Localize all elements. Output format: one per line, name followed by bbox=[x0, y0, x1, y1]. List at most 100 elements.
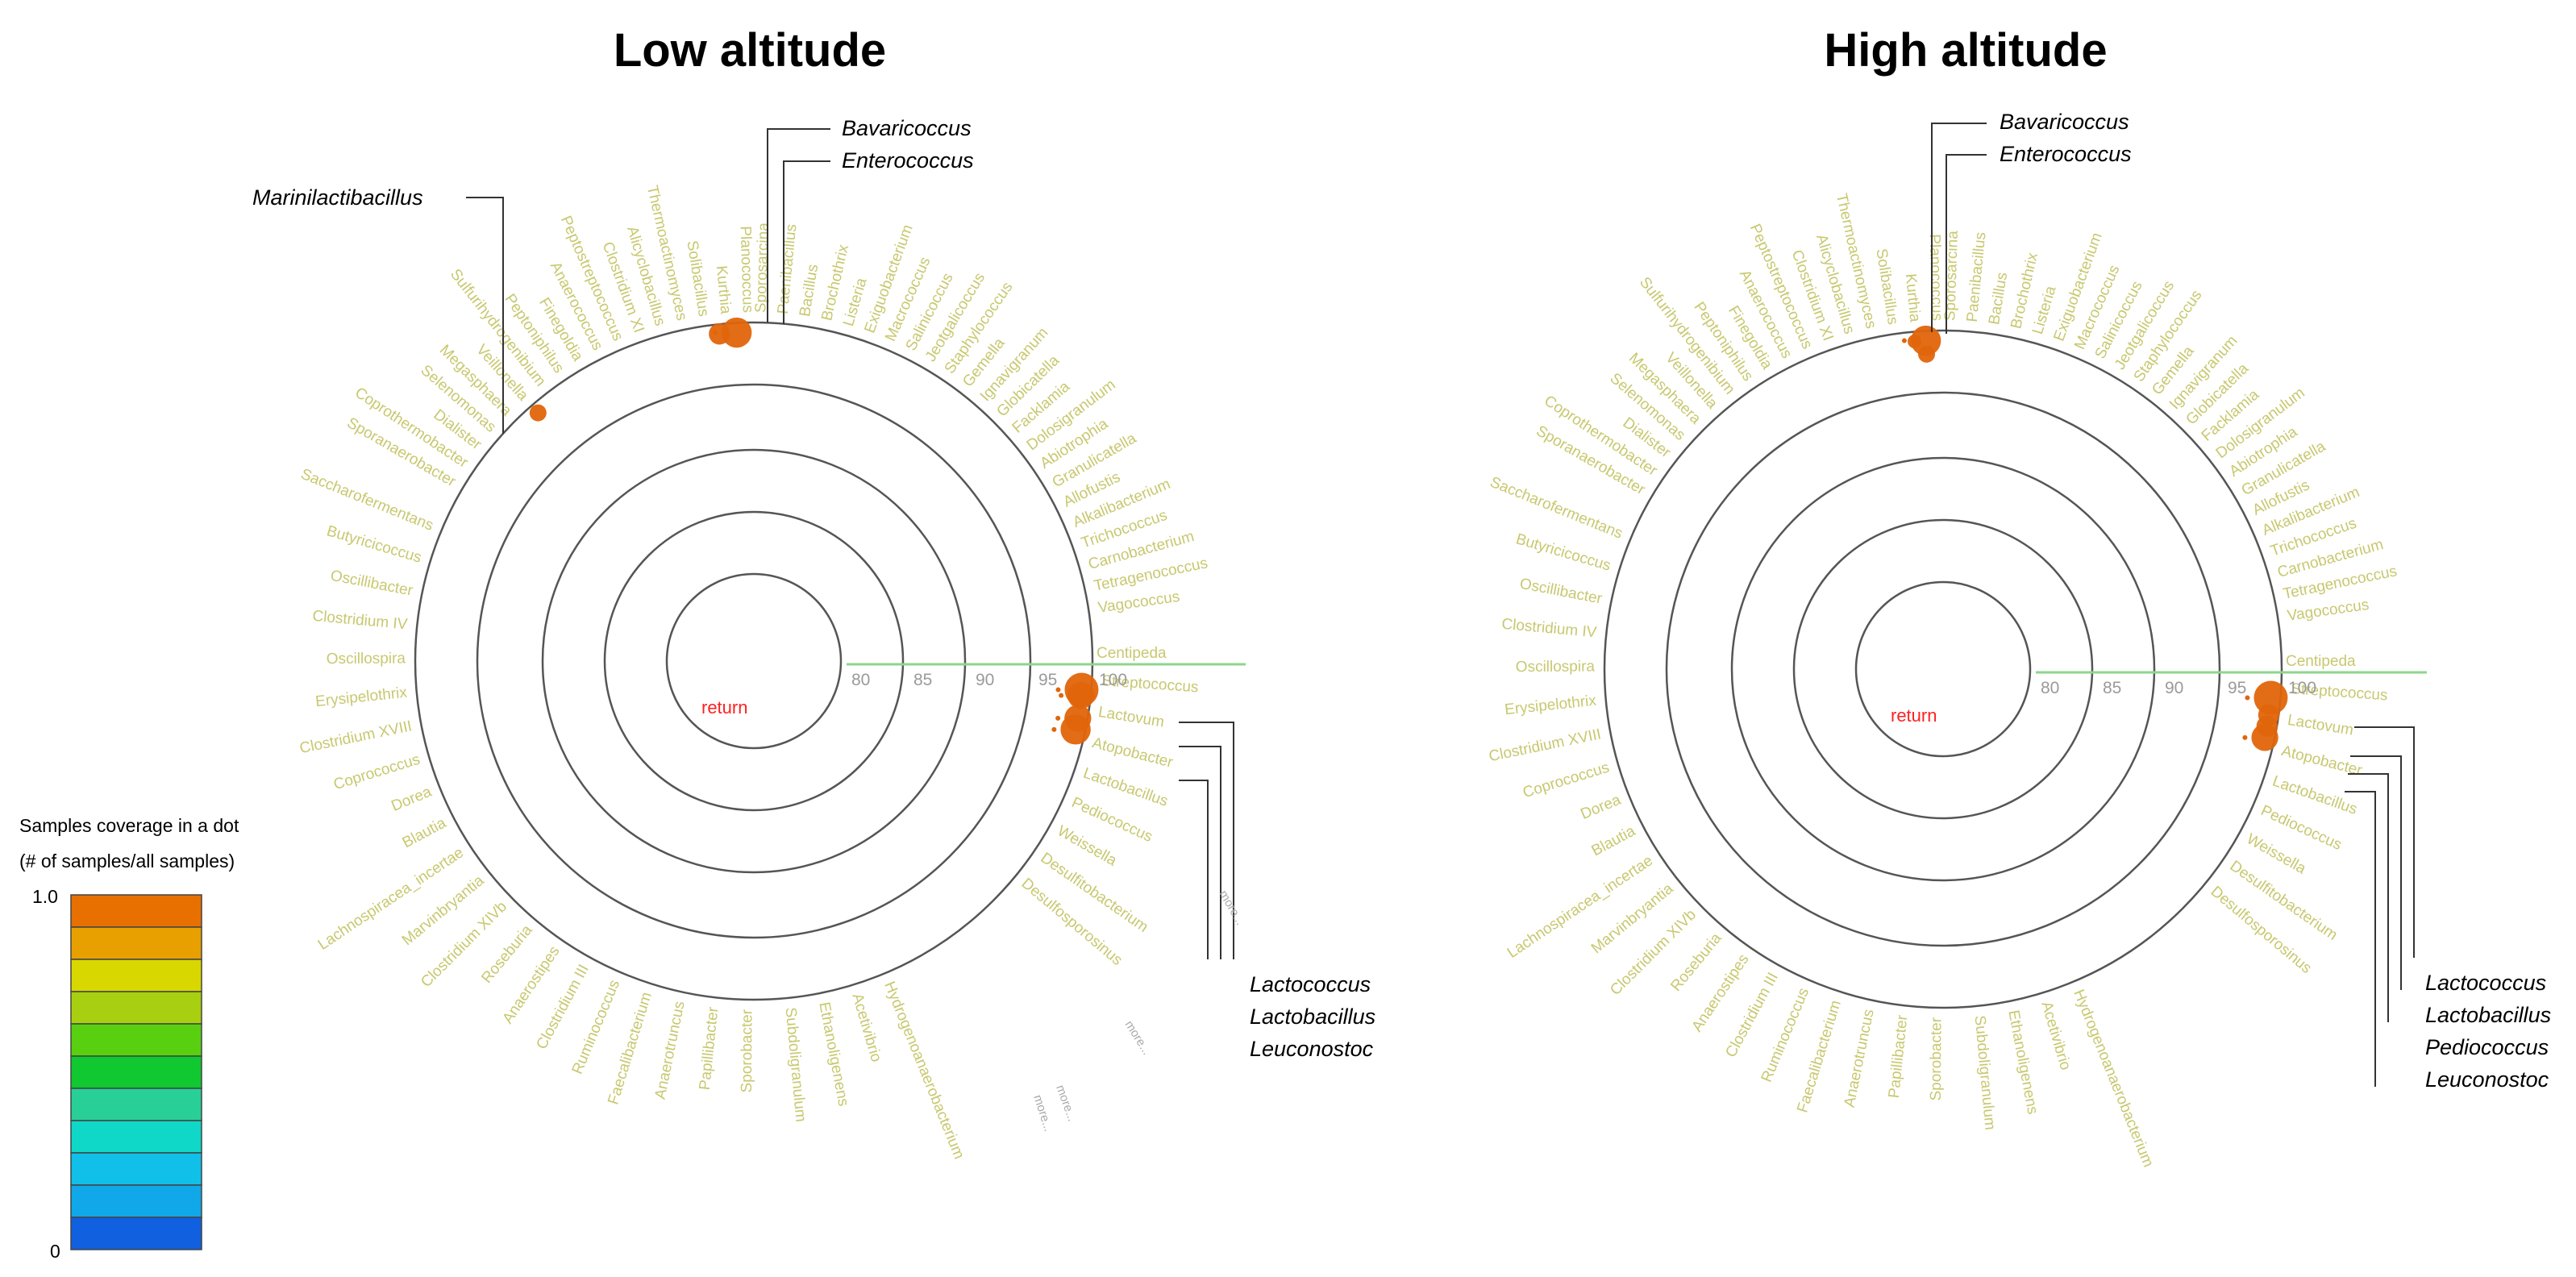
legend-swatch bbox=[70, 1120, 202, 1154]
annotation-lactobacillus-low: Lactobacillus bbox=[1250, 1005, 1375, 1029]
taxon-label: Atopobacter bbox=[1090, 734, 1175, 772]
taxon-label: Clostridium XVIII bbox=[298, 718, 414, 757]
ring-tick-label: 95 bbox=[2228, 679, 2246, 697]
taxon-label: Paenibacillus bbox=[1964, 231, 1990, 322]
legend-color-scale bbox=[70, 894, 202, 1250]
legend-bottom-label: 0 bbox=[50, 1241, 60, 1262]
leader-line bbox=[2345, 791, 2376, 1087]
annotation-lactococcus-low: Lactococcus bbox=[1250, 972, 1371, 996]
coverage-legend: Samples coverage in a dot (# of samples/… bbox=[19, 815, 239, 1262]
radial-chart-high-altitude: VagococcusTetragenococcusCarnobacteriumT… bbox=[1488, 192, 2427, 1170]
taxon-label: Paenibacillus bbox=[775, 223, 801, 314]
dot-bavaricoccus bbox=[709, 323, 730, 345]
taxon-label: Sporosarcina bbox=[752, 222, 772, 313]
dot-enterococcus bbox=[1910, 325, 1941, 356]
more-label: more... bbox=[1053, 1084, 1079, 1124]
dot-satellite bbox=[1059, 693, 1064, 698]
taxon-label: Butyricicoccus bbox=[325, 522, 423, 566]
more-label: more... bbox=[1030, 1093, 1055, 1133]
dot-satellite bbox=[1901, 338, 1907, 343]
leader-line bbox=[767, 128, 830, 322]
ring-tick-label: 95 bbox=[1038, 671, 1057, 689]
taxon-label: Desulfitobacterium bbox=[2227, 858, 2341, 944]
taxon-label: Bacillus bbox=[1986, 271, 2011, 326]
ring-tick-label: 100 bbox=[2288, 679, 2316, 697]
dot-marinilactibacillus bbox=[529, 404, 547, 422]
leader-line bbox=[1931, 123, 1987, 332]
ring-tick-label: 90 bbox=[976, 671, 994, 689]
leader-line bbox=[2350, 755, 2402, 990]
taxon-label: Oscillibacter bbox=[329, 568, 414, 600]
taxon-label: Desulfosporosinus bbox=[2208, 883, 2315, 977]
taxon-label: Hydrogenoanaerobacterium bbox=[2070, 988, 2157, 1170]
ring-circle bbox=[1854, 580, 2032, 758]
dot-satellite bbox=[1055, 687, 1061, 693]
ring-circle bbox=[476, 383, 1032, 939]
legend-swatch bbox=[70, 1217, 202, 1250]
taxon-label: Anaerotruncus bbox=[1841, 1008, 1878, 1109]
legend-swatch bbox=[70, 1055, 202, 1089]
leader-line bbox=[1179, 780, 1209, 959]
taxon-label: Hydrogenoanaerobacterium bbox=[880, 980, 968, 1162]
dot-satellite bbox=[2242, 734, 2248, 740]
taxon-label: Planococcus bbox=[737, 226, 756, 313]
axis-end-label: Centipeda bbox=[1097, 645, 1167, 662]
ring-circle bbox=[1603, 329, 2283, 1009]
annotation-lactobacillus-high: Lactobacillus bbox=[2425, 1003, 2551, 1027]
dot-bavaricoccus bbox=[1918, 345, 1936, 363]
ring-tick-label: 85 bbox=[2103, 679, 2121, 697]
taxon-label: Acetivibrio bbox=[2037, 1000, 2074, 1072]
taxon-label: Saccharofermentans bbox=[1488, 474, 1625, 543]
ring-tick-label: 80 bbox=[851, 671, 870, 689]
leader-line bbox=[1179, 722, 1234, 959]
annotation-enterococcus-low: Enterococcus bbox=[842, 148, 974, 173]
taxon-label: Desulfitobacterium bbox=[1038, 850, 1151, 936]
taxon-label: Coprococcus bbox=[331, 751, 422, 794]
ring-circle bbox=[665, 572, 843, 750]
annotation-leuconostoc-low: Leuconostoc bbox=[1250, 1037, 1374, 1061]
taxon-label: Blautia bbox=[1589, 822, 1638, 859]
taxon-label: Kurthia bbox=[713, 264, 735, 314]
taxon-label: Kurthia bbox=[1902, 272, 1924, 322]
annotations-high: Bavaricoccus Enterococcus Lactococcus La… bbox=[1931, 110, 2551, 1092]
legend-swatch bbox=[70, 1152, 202, 1186]
leader-line bbox=[1946, 154, 1987, 334]
legend-title-line2: (# of samples/all samples) bbox=[19, 851, 235, 871]
annotation-lactococcus-high: Lactococcus bbox=[2425, 971, 2546, 995]
chart-title-high: High altitude bbox=[1824, 24, 2107, 77]
return-link[interactable]: return bbox=[1891, 705, 1937, 726]
taxon-label: Lactovum bbox=[1097, 704, 1166, 731]
radial-chart-low-altitude: VagococcusTetragenococcusCarnobacteriumT… bbox=[298, 184, 1246, 1162]
taxon-label: Sporobacter bbox=[739, 1009, 756, 1092]
axis-end-label: Centipeda bbox=[2286, 653, 2356, 670]
taxon-label: Erysipelothrix bbox=[1504, 693, 1597, 719]
annotation-pediococcus-high: Pediococcus bbox=[2425, 1035, 2549, 1059]
legend-swatch bbox=[70, 894, 202, 928]
taxon-label: Lactovum bbox=[2287, 712, 2355, 739]
annotation-bavaricoccus-low: Bavaricoccus bbox=[842, 116, 972, 140]
annotations-low: Bavaricoccus Enterococcus Marinilactibac… bbox=[252, 116, 1375, 1061]
leader-line bbox=[2348, 773, 2389, 1022]
return-link[interactable]: return bbox=[701, 697, 747, 718]
dot-leuconostoc bbox=[1060, 714, 1091, 745]
ring-circle bbox=[541, 448, 967, 874]
taxon-label: Oscillospira bbox=[327, 651, 406, 668]
taxon-label: Anaerotruncus bbox=[652, 1000, 689, 1100]
taxon-label: Papillibacter bbox=[697, 1005, 722, 1091]
leader-line bbox=[1179, 746, 1221, 959]
ring-tick-label: 85 bbox=[913, 671, 932, 689]
taxon-label: Butyricicoccus bbox=[1514, 530, 1613, 574]
taxon-label: Clostridium IV bbox=[1501, 616, 1598, 642]
ring-tick-label: 90 bbox=[2165, 679, 2183, 697]
legend-swatch bbox=[70, 959, 202, 992]
legend-top-label: 1.0 bbox=[32, 886, 58, 907]
taxon-label: Saccharofermentans bbox=[298, 466, 435, 535]
annotation-marinilactibacillus-low: Marinilactibacillus bbox=[252, 185, 423, 210]
taxon-label: Blautia bbox=[400, 814, 449, 851]
taxon-label: Oscillibacter bbox=[1518, 576, 1604, 608]
taxon-label: Subdoligranulum bbox=[782, 1007, 809, 1123]
leader-line bbox=[783, 160, 830, 324]
ring-circle bbox=[1665, 391, 2221, 947]
taxon-label: Acetivibrio bbox=[848, 992, 884, 1064]
taxon-label: Desulfosporosinus bbox=[1018, 875, 1126, 969]
